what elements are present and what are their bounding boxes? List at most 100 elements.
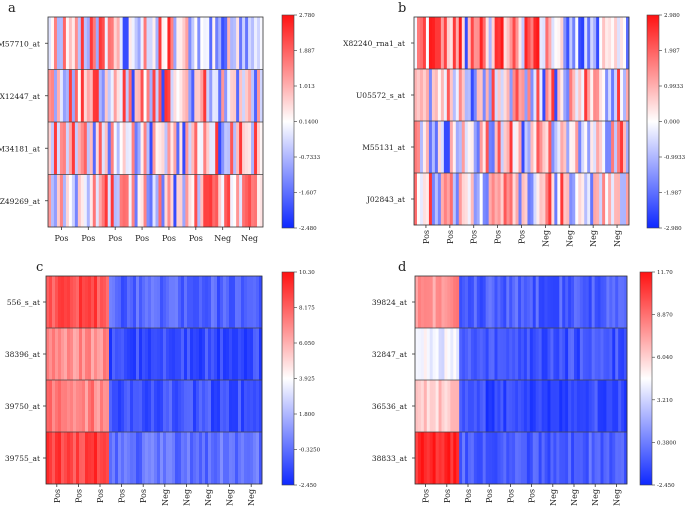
- heatmap-cell: [122, 69, 126, 123]
- heatmap-cell: [579, 380, 584, 433]
- heatmap-cell: [596, 121, 600, 174]
- heatmap-cell: [538, 276, 542, 329]
- heatmap-cell: [121, 276, 125, 329]
- heatmap-cell: [434, 17, 439, 70]
- heatmap-cell: [175, 276, 179, 329]
- heatmap-cell: [524, 173, 528, 226]
- heatmap-cell: [236, 17, 240, 70]
- heatmap-cell: [218, 122, 222, 175]
- heatmap-cell: [64, 276, 68, 329]
- heatmap-cell: [142, 276, 146, 329]
- heatmap-cell: [624, 380, 628, 433]
- heatmap-cell: [521, 69, 525, 122]
- heatmap-cell: [626, 17, 630, 70]
- heatmap-cell: [479, 276, 484, 329]
- heatmap-cell: [414, 17, 418, 70]
- heatmap-cell: [626, 69, 630, 122]
- heatmap-cell: [215, 17, 219, 70]
- heatmap-cell: [196, 328, 200, 381]
- heatmap-cell: [182, 122, 186, 175]
- heatmap-cell: [55, 432, 59, 485]
- heatmap-cell: [169, 432, 173, 485]
- heatmap-cell: [462, 276, 466, 329]
- x-tick-label: Pos: [506, 489, 515, 503]
- heatmap-cell: [238, 276, 242, 329]
- heatmap-cell: [553, 276, 557, 329]
- heatmap-cell: [61, 380, 65, 433]
- row-label: 36536_at: [372, 402, 407, 411]
- row-label: M34181_at: [0, 144, 40, 153]
- heatmap-cell: [506, 69, 510, 122]
- heatmap-cell: [202, 328, 206, 381]
- heatmap-cell: [137, 122, 141, 175]
- heatmap-cell: [151, 328, 155, 381]
- heatmap-cell: [130, 276, 134, 329]
- heatmap-cell: [77, 69, 82, 123]
- heatmap-cell: [618, 276, 622, 329]
- heatmap-cell: [53, 122, 58, 175]
- heatmap-cell: [163, 380, 167, 433]
- heatmap-cell: [467, 17, 472, 70]
- heatmap-cell: [533, 17, 537, 70]
- colorbar-tick-label: 6.040: [657, 355, 673, 361]
- heatmap-cell: [515, 173, 519, 226]
- heatmap-cell: [224, 122, 228, 175]
- heatmap-cell: [417, 380, 422, 433]
- heatmap-cell: [581, 173, 585, 226]
- heatmap-cell: [56, 122, 61, 175]
- heatmap-cell: [71, 122, 76, 175]
- heatmap-cell: [518, 121, 522, 174]
- heatmap-cell: [223, 276, 227, 329]
- heatmap-cell: [212, 122, 216, 175]
- heatmap-cell: [620, 17, 624, 70]
- heatmap-cell: [157, 276, 161, 329]
- heatmap-cell: [211, 380, 215, 433]
- heatmap-cell: [115, 276, 119, 329]
- heatmap-cell: [226, 432, 230, 485]
- heatmap-cell: [526, 276, 531, 329]
- heatmap-cell: [521, 276, 525, 329]
- heatmap-cell: [444, 432, 448, 485]
- heatmap-cell: [506, 173, 510, 226]
- heatmap-cell: [581, 121, 585, 174]
- heatmap-cell: [542, 69, 546, 122]
- heatmap-cell: [603, 432, 607, 485]
- heatmap-cell: [119, 174, 124, 228]
- heatmap-cell: [611, 173, 615, 226]
- heatmap-cell: [437, 121, 442, 174]
- heatmap-cell: [574, 276, 578, 329]
- heatmap-cell: [163, 432, 167, 485]
- heatmap-cell: [462, 380, 466, 433]
- heatmap-cell: [435, 328, 439, 381]
- heatmap-cell: [149, 17, 153, 70]
- heatmap-cell: [155, 17, 159, 70]
- heatmap-cell: [136, 328, 140, 381]
- heatmap-cell: [450, 432, 454, 485]
- heatmap-cell: [530, 121, 534, 174]
- heatmap-cell: [621, 328, 625, 381]
- heatmap-cell: [167, 69, 171, 123]
- heatmap-cell: [50, 174, 55, 228]
- heatmap-cell: [473, 328, 478, 381]
- heatmap-cell: [415, 328, 419, 381]
- heatmap-cell: [529, 380, 534, 433]
- heatmap-cell: [568, 328, 572, 381]
- heatmap-cell: [140, 17, 144, 70]
- heatmap-cell: [600, 328, 604, 381]
- heatmap-cell: [518, 276, 522, 329]
- heatmap-cell: [221, 174, 225, 228]
- heatmap-cell: [599, 69, 603, 122]
- heatmap-cell: [527, 121, 531, 174]
- heatmap-cell: [515, 17, 519, 70]
- heatmap-cell: [605, 17, 609, 70]
- heatmap-cell: [113, 17, 118, 70]
- heatmap-cell: [446, 69, 451, 122]
- heatmap-cell: [145, 276, 149, 329]
- heatmap-cell: [161, 69, 165, 123]
- heatmap-cell: [67, 328, 71, 381]
- heatmap-cell: [482, 173, 487, 226]
- heatmap-cell: [545, 173, 549, 226]
- heatmap-cell: [91, 380, 95, 433]
- heatmap-cell: [500, 17, 504, 70]
- heatmap-cell: [113, 69, 118, 123]
